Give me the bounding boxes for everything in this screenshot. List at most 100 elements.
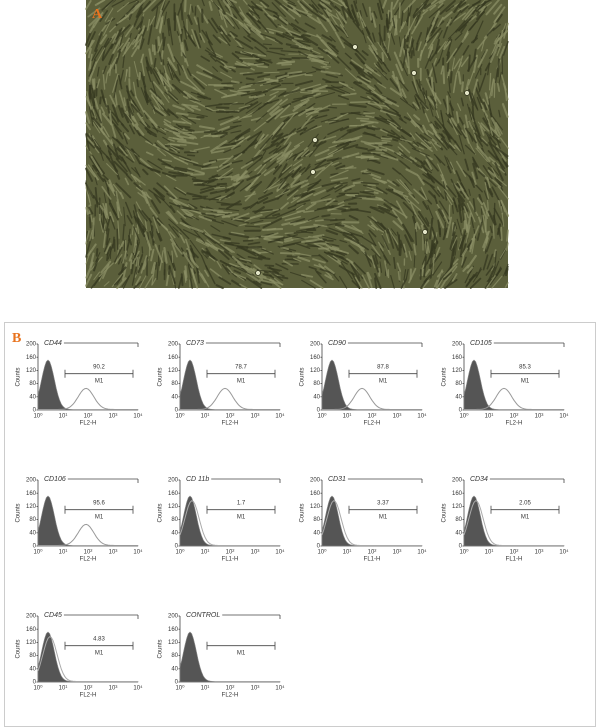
cell bbox=[272, 164, 283, 175]
cell bbox=[383, 199, 400, 210]
cell bbox=[263, 152, 278, 163]
cell bbox=[423, 0, 430, 6]
cell bbox=[136, 79, 139, 88]
cell bbox=[143, 112, 148, 120]
x-tick-label: 10² bbox=[510, 550, 519, 556]
cell bbox=[179, 228, 190, 240]
cell bbox=[118, 90, 127, 111]
cell bbox=[122, 275, 130, 289]
cell bbox=[284, 144, 300, 157]
cell bbox=[350, 59, 364, 69]
cell bbox=[107, 56, 118, 74]
cell bbox=[300, 238, 323, 243]
cell bbox=[489, 225, 493, 234]
cell bbox=[242, 71, 263, 76]
cell bbox=[247, 62, 258, 67]
cell bbox=[139, 275, 147, 289]
cell bbox=[399, 21, 405, 33]
x-tick-label: 10⁴ bbox=[275, 549, 285, 556]
cell bbox=[360, 168, 370, 173]
cell bbox=[383, 203, 393, 211]
cell bbox=[259, 217, 278, 220]
cell bbox=[305, 32, 322, 39]
cell bbox=[254, 221, 271, 226]
y-tick-label: 40 bbox=[313, 530, 320, 536]
cell bbox=[278, 91, 287, 98]
cell bbox=[326, 51, 340, 64]
cell bbox=[92, 121, 101, 134]
cell bbox=[432, 253, 435, 275]
cell bbox=[108, 202, 117, 216]
cell bbox=[283, 238, 294, 243]
cell bbox=[330, 21, 339, 32]
cell bbox=[313, 242, 330, 252]
cell bbox=[238, 85, 252, 90]
cell bbox=[399, 179, 413, 195]
x-tick-label: 10⁴ bbox=[133, 685, 143, 692]
cell bbox=[314, 104, 331, 113]
cell bbox=[409, 132, 416, 140]
cell bbox=[279, 57, 292, 61]
cell bbox=[292, 153, 298, 161]
cell bbox=[89, 229, 93, 242]
cell bbox=[501, 74, 507, 91]
cell bbox=[320, 39, 331, 52]
cell bbox=[109, 64, 112, 76]
cell bbox=[471, 37, 478, 44]
x-axis-label: FL2-H bbox=[80, 557, 97, 563]
cell bbox=[311, 89, 319, 94]
cell bbox=[181, 65, 189, 79]
cell bbox=[446, 95, 449, 115]
cell bbox=[374, 254, 379, 265]
cell bbox=[320, 116, 338, 123]
cell bbox=[295, 204, 304, 210]
y-tick-label: 80 bbox=[313, 517, 320, 523]
cell bbox=[215, 195, 228, 200]
cell bbox=[129, 124, 135, 135]
cell bbox=[366, 158, 379, 162]
cell bbox=[297, 50, 309, 57]
cell bbox=[270, 109, 281, 117]
cell bbox=[435, 269, 443, 288]
cell bbox=[460, 24, 467, 33]
cell bbox=[335, 225, 352, 236]
cell bbox=[495, 122, 503, 135]
cell bbox=[304, 240, 326, 245]
cell bbox=[286, 189, 299, 200]
cell bbox=[371, 216, 378, 223]
cell bbox=[402, 49, 408, 69]
cell bbox=[245, 154, 263, 165]
cell bbox=[352, 81, 372, 94]
positive-histogram bbox=[38, 523, 138, 546]
cell bbox=[150, 168, 161, 174]
cell bbox=[380, 137, 393, 140]
cell bbox=[85, 167, 94, 182]
y-tick-label: 0 bbox=[175, 544, 179, 550]
cell bbox=[133, 226, 140, 241]
cell bbox=[88, 89, 96, 107]
cell bbox=[119, 240, 125, 250]
cell bbox=[244, 182, 254, 191]
cell bbox=[253, 61, 266, 65]
cell bbox=[203, 250, 218, 262]
cell bbox=[424, 112, 430, 123]
cell bbox=[367, 271, 372, 280]
cell bbox=[293, 146, 309, 162]
cell bbox=[157, 71, 164, 83]
y-tick-label: 0 bbox=[459, 408, 463, 414]
cell bbox=[88, 206, 94, 215]
cell bbox=[85, 164, 96, 178]
cell bbox=[404, 234, 413, 251]
cell bbox=[381, 234, 390, 250]
cell bbox=[439, 0, 456, 15]
cell bbox=[478, 5, 486, 12]
cell bbox=[156, 148, 166, 157]
y-tick-label: 200 bbox=[26, 342, 37, 348]
cell bbox=[186, 77, 202, 92]
cell bbox=[361, 50, 369, 56]
cell bbox=[87, 140, 96, 149]
cell bbox=[495, 155, 506, 170]
cell bbox=[236, 253, 253, 265]
cell bbox=[396, 262, 402, 272]
